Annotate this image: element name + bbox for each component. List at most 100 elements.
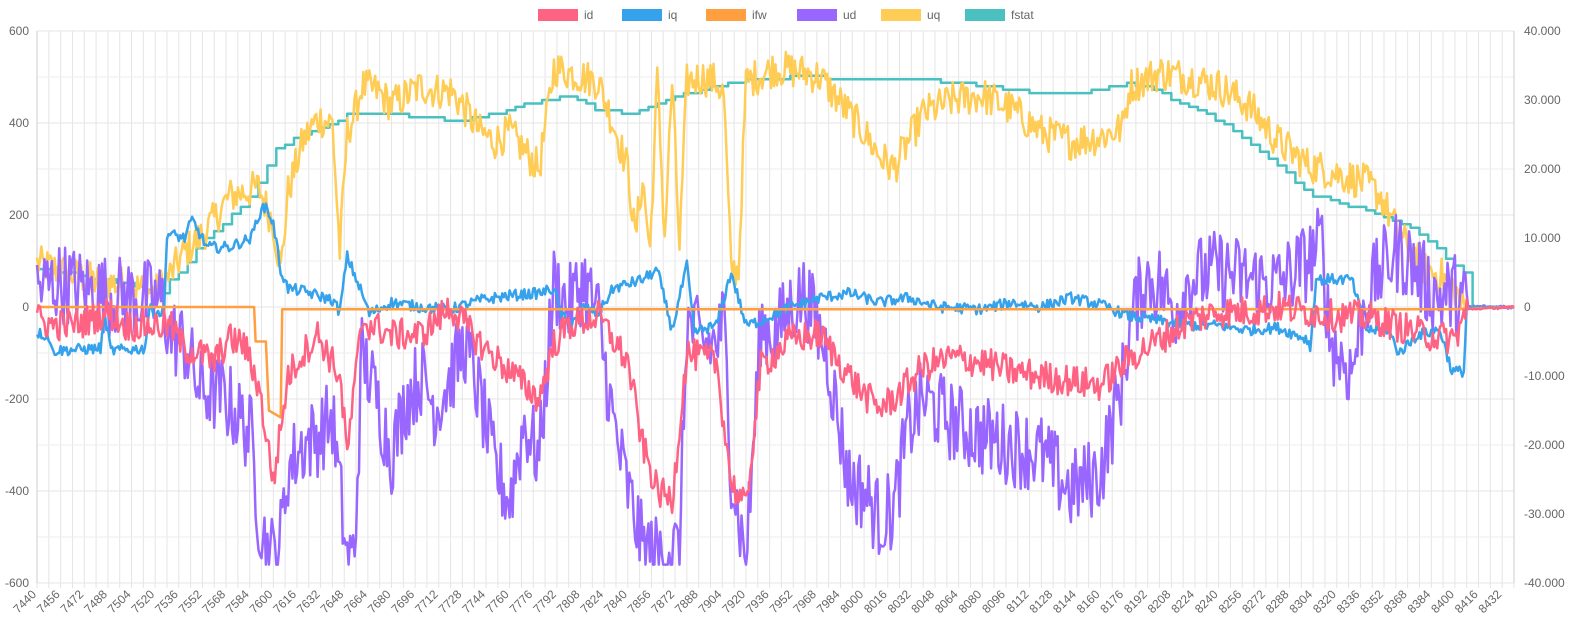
- x-tick-label: 7520: [128, 587, 157, 616]
- x-tick-label: 7600: [247, 587, 276, 616]
- x-tick-label: 7984: [814, 587, 843, 616]
- y-left-tick-label: 600: [9, 24, 29, 38]
- series-line-id: [35, 290, 1515, 515]
- legend-label: iq: [668, 8, 677, 22]
- y-left-tick-label: -400: [5, 484, 29, 498]
- series-line-ifw: [37, 305, 1515, 419]
- x-tick-label: 8304: [1286, 587, 1315, 616]
- legend-swatch: [706, 9, 746, 21]
- x-tick-label: 8352: [1357, 587, 1386, 616]
- x-tick-label: 7856: [625, 587, 654, 616]
- x-tick-label: 8048: [908, 587, 937, 616]
- legend-item-ifw[interactable]: ifw: [706, 8, 767, 22]
- x-tick-label: 8080: [956, 587, 985, 616]
- x-tick-label: 7584: [223, 587, 252, 616]
- x-tick-label: 7776: [507, 587, 536, 616]
- y-right-tick-label: 30.000: [1524, 93, 1561, 107]
- x-tick-label: 7616: [270, 587, 299, 616]
- x-tick-label: 7904: [696, 587, 725, 616]
- x-tick-label: 7504: [105, 587, 134, 616]
- x-tick-label: 7888: [672, 587, 701, 616]
- y-left-tick-label: 400: [9, 116, 29, 130]
- x-tick-label: 8224: [1168, 587, 1197, 616]
- legend-item-ud[interactable]: ud: [797, 8, 856, 22]
- x-tick-label: 7872: [648, 587, 677, 616]
- x-tick-label: 7536: [152, 587, 181, 616]
- legend-label: fstat: [1011, 8, 1034, 22]
- x-tick-label: 7664: [341, 587, 370, 616]
- x-tick-label: 7712: [412, 587, 441, 616]
- x-tick-label: 8416: [1452, 587, 1481, 616]
- x-tick-label: 8032: [885, 587, 914, 616]
- y-right-tick-label: -40.000: [1524, 576, 1565, 590]
- x-tick-label: 7968: [790, 587, 819, 616]
- x-tick-label: 8144: [1050, 587, 1079, 616]
- x-tick-label: 7648: [318, 587, 347, 616]
- legend-label: uq: [927, 8, 940, 22]
- legend: id iq ifw ud uq fstat: [538, 8, 1034, 22]
- x-tick-label: 7472: [58, 587, 87, 616]
- y-right-tick-label: 40.000: [1524, 24, 1561, 38]
- series-line-uq: [35, 50, 1515, 311]
- x-tick-label: 8240: [1192, 587, 1221, 616]
- legend-label: id: [584, 8, 593, 22]
- legend-item-uq[interactable]: uq: [881, 8, 940, 22]
- y-right-tick-label: 20.000: [1524, 162, 1561, 176]
- x-tick-label: 8192: [1121, 587, 1150, 616]
- legend-swatch: [881, 9, 921, 21]
- x-tick-label: 7840: [601, 587, 630, 616]
- x-tick-label: 8400: [1428, 587, 1457, 616]
- x-tick-label: 8208: [1145, 587, 1174, 616]
- series-layer: [35, 50, 1515, 566]
- x-tick-label: 8096: [979, 587, 1008, 616]
- x-tick-label: 8320: [1310, 587, 1339, 616]
- y-left-tick-label: -600: [5, 576, 29, 590]
- y-left-tick-label: -200: [5, 392, 29, 406]
- x-tick-label: 8176: [1097, 587, 1126, 616]
- x-tick-label: 7680: [365, 587, 394, 616]
- x-tick-label: 8336: [1334, 587, 1363, 616]
- x-tick-label: 7568: [199, 587, 228, 616]
- legend-label: ud: [843, 8, 856, 22]
- x-tick-label: 7952: [767, 587, 796, 616]
- x-tick-label: 7744: [459, 587, 488, 616]
- x-tick-label: 8000: [837, 587, 866, 616]
- legend-swatch: [797, 9, 837, 21]
- y-right-tick-label: -20.000: [1524, 438, 1565, 452]
- legend-item-fstat[interactable]: fstat: [965, 8, 1034, 22]
- x-tick-label: 8128: [1027, 587, 1056, 616]
- x-tick-label: 7552: [176, 587, 205, 616]
- x-tick-label: 8160: [1074, 587, 1103, 616]
- x-tick-label: 8288: [1263, 587, 1292, 616]
- x-tick-label: 7632: [294, 587, 323, 616]
- x-tick-label: 7792: [530, 587, 559, 616]
- x-tick-label: 8368: [1381, 587, 1410, 616]
- x-tick-label: 8256: [1216, 587, 1245, 616]
- y-right-tick-label: -10.000: [1524, 369, 1565, 383]
- x-tick-label: 7440: [10, 587, 39, 616]
- y-right-tick-label: 10.000: [1524, 231, 1561, 245]
- x-tick-label: 8112: [1004, 587, 1032, 615]
- x-tick-label: 7936: [743, 587, 772, 616]
- x-tick-label: 7920: [719, 587, 748, 616]
- legend-item-iq[interactable]: iq: [622, 8, 677, 22]
- x-tick-label: 7488: [81, 587, 110, 616]
- legend-label: ifw: [752, 8, 767, 22]
- x-tick-label: 8016: [861, 587, 890, 616]
- x-tick-label: 7808: [554, 587, 583, 616]
- x-tick-label: 7728: [436, 587, 465, 616]
- x-tick-label: 8384: [1405, 587, 1434, 616]
- y-left-tick-label: 200: [9, 208, 29, 222]
- y-right-tick-label: 0: [1524, 300, 1531, 314]
- x-tick-label: 7456: [34, 587, 63, 616]
- x-tick-label: 8064: [932, 587, 961, 616]
- x-tick-label: 7760: [483, 587, 512, 616]
- legend-swatch: [538, 9, 578, 21]
- legend-item-id[interactable]: id: [538, 8, 593, 22]
- x-tick-label: 7824: [578, 587, 607, 616]
- x-tick-label: 8432: [1476, 587, 1505, 616]
- x-tick-label: 7696: [388, 587, 417, 616]
- y-left-tick-label: 0: [22, 300, 29, 314]
